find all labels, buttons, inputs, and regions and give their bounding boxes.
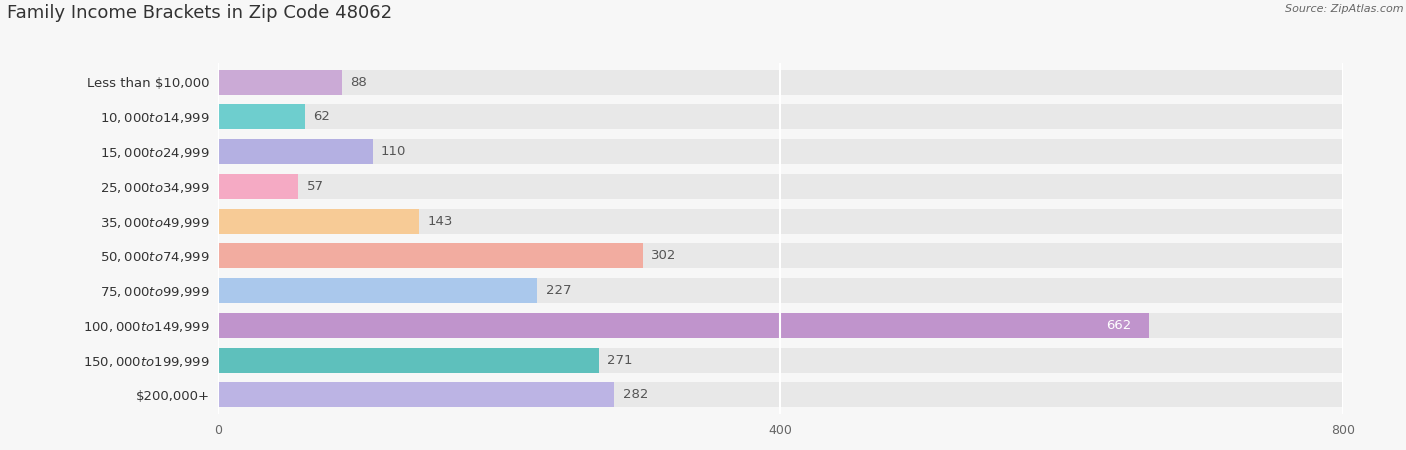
Bar [218, 139, 1343, 164]
Bar [218, 278, 537, 303]
Bar [218, 347, 1343, 373]
Text: Family Income Brackets in Zip Code 48062: Family Income Brackets in Zip Code 48062 [7, 4, 392, 22]
Bar [218, 278, 1343, 303]
Text: 227: 227 [546, 284, 571, 297]
Text: 282: 282 [623, 388, 648, 401]
Bar [218, 347, 599, 373]
Bar [218, 70, 1343, 94]
Text: 62: 62 [314, 110, 330, 123]
Bar [218, 209, 1343, 234]
Bar [218, 209, 419, 234]
Bar [218, 174, 1343, 199]
Bar [218, 382, 1343, 407]
Bar [218, 70, 342, 94]
Text: 88: 88 [350, 76, 367, 89]
Bar [218, 139, 373, 164]
Text: 110: 110 [381, 145, 406, 158]
Bar [218, 174, 1343, 199]
Bar [218, 243, 643, 268]
Bar [218, 382, 1343, 407]
Bar [218, 139, 1343, 164]
Bar [218, 243, 1343, 268]
Bar [218, 278, 1343, 303]
Bar [218, 313, 1343, 338]
Bar [218, 347, 1343, 373]
Text: Source: ZipAtlas.com: Source: ZipAtlas.com [1285, 4, 1403, 14]
Bar [218, 313, 1149, 338]
Bar [218, 174, 298, 199]
Bar [218, 382, 614, 407]
Text: 57: 57 [307, 180, 323, 193]
Text: 302: 302 [651, 249, 676, 262]
Text: 143: 143 [427, 215, 453, 228]
Bar [218, 104, 305, 130]
Text: 271: 271 [607, 354, 633, 367]
Bar [218, 313, 1343, 338]
Bar [218, 243, 1343, 268]
Bar [218, 104, 1343, 130]
Bar [218, 70, 1343, 94]
Bar [218, 209, 1343, 234]
Text: 662: 662 [1107, 319, 1132, 332]
Bar [218, 104, 1343, 130]
